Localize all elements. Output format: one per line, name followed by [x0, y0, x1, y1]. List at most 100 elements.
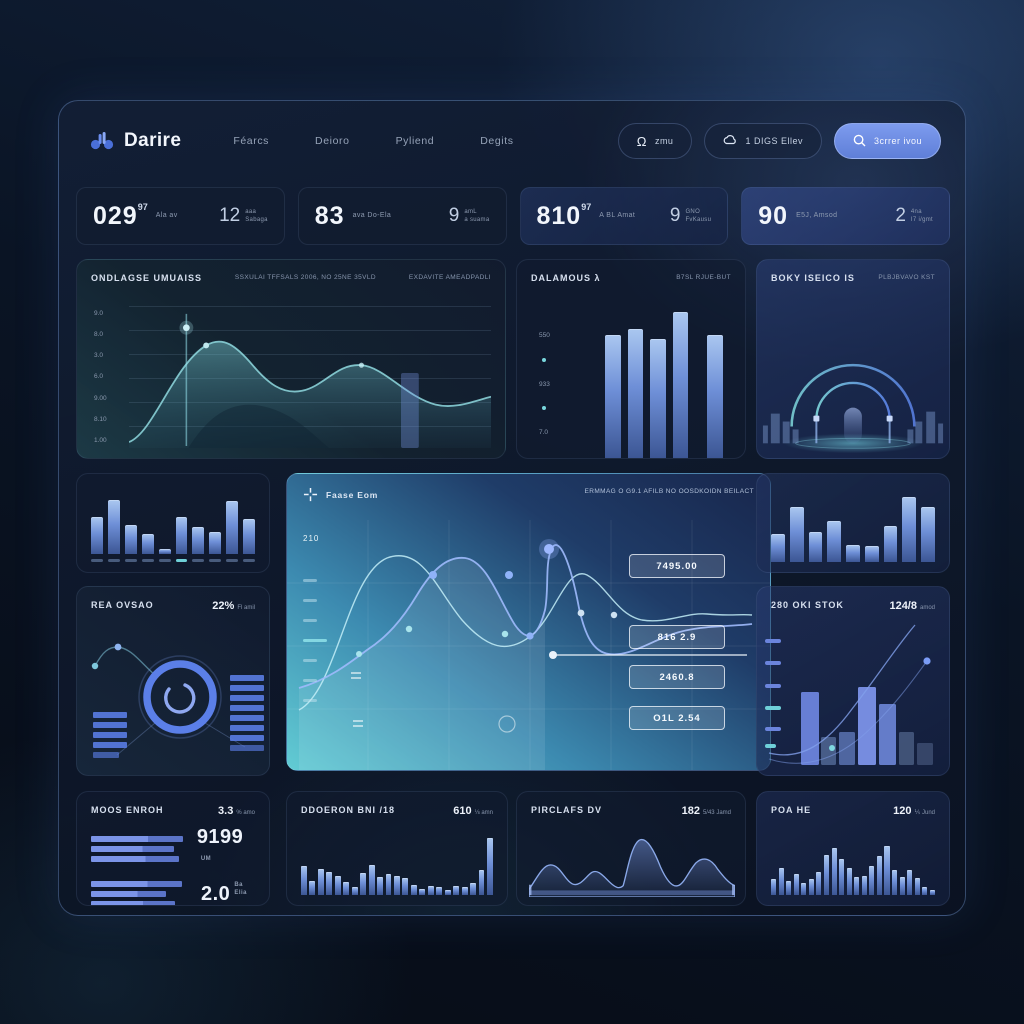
- bar: [470, 883, 477, 895]
- nav-item-4[interactable]: Degits: [480, 135, 514, 147]
- tick-dash: [209, 559, 222, 562]
- y-tick-label: 9.00: [94, 394, 107, 402]
- stat-notes: aaa Sabaga: [245, 208, 268, 223]
- bar: [771, 533, 785, 562]
- mini-bars: [91, 486, 256, 554]
- bar: [922, 887, 928, 895]
- nav: Féarcs Deioro Pyliend Degits: [233, 135, 513, 147]
- crosshair-icon: [303, 487, 318, 502]
- bar: [884, 846, 890, 895]
- bar: [360, 872, 367, 895]
- tick-dash: [107, 559, 120, 562]
- bar: [929, 889, 935, 895]
- sync-button[interactable]: 1 DIGS Ellev: [704, 123, 822, 159]
- axis-dash: [303, 659, 317, 662]
- row-value: 9199UM: [196, 826, 244, 862]
- bar: [385, 874, 392, 895]
- stat-notes: amL a suama: [464, 208, 490, 223]
- h-bars: [91, 881, 187, 905]
- h-bar: [91, 836, 183, 842]
- stat-label: ava Do-Ela: [352, 211, 392, 219]
- bar: [907, 870, 913, 895]
- mini-bar-ticks: [91, 559, 256, 562]
- card-title: ONDLAGSE UMUAISS: [91, 273, 203, 283]
- card-value: 124/8 amod: [889, 600, 935, 612]
- bar: [301, 865, 307, 895]
- card-value: 120 ⅕ Jund: [893, 805, 935, 817]
- stat-label: A BL Amat: [599, 211, 636, 219]
- bar: [801, 883, 807, 895]
- nav-item-1[interactable]: Féarcs: [233, 135, 270, 147]
- mini-bar-card-right: [756, 473, 950, 573]
- card-value: 3.3% amo: [218, 805, 255, 817]
- tick-dash: [141, 559, 154, 562]
- area-chart-svg: [129, 313, 491, 448]
- card-meta-2: EXDAVITE AMEADPADLI: [408, 274, 491, 281]
- user-button[interactable]: Ω zmu: [617, 123, 693, 159]
- value-badge: 816 2.9: [629, 625, 725, 649]
- card-title: BOKY ISEICO IS: [771, 273, 855, 283]
- bar: [444, 889, 451, 895]
- bar: [786, 880, 792, 895]
- bar: [864, 546, 879, 562]
- bar: [343, 882, 350, 895]
- wave-svg: [529, 838, 735, 897]
- card-value: 610 ⅛ amn: [453, 805, 493, 817]
- value-badge: 2460.8: [629, 665, 725, 689]
- bar: [124, 525, 137, 554]
- nav-item-2[interactable]: Deioro: [315, 135, 350, 147]
- bar-chart-bars: [605, 304, 723, 458]
- bar: [827, 520, 842, 562]
- nav-item-3[interactable]: Pyliend: [395, 135, 435, 147]
- card-title: PIRCLAFS DV: [531, 805, 603, 815]
- header: Darire Féarcs Deioro Pyliend Degits Ω zm…: [89, 119, 941, 163]
- bar: [816, 871, 822, 895]
- tick-dash: [243, 559, 256, 562]
- bar: [823, 854, 829, 895]
- y-tick-dot: [542, 357, 546, 362]
- wave-card: PIRCLAFS DV 182 5/43 Jamd: [516, 791, 746, 906]
- bar: [436, 887, 443, 895]
- card-meta: ERMMAG O G9.1 AFILB NO OOSDKOIDN BEILACT: [584, 488, 754, 495]
- bar: [789, 507, 804, 562]
- card-meta: PLBJBVAVO KST: [878, 274, 935, 281]
- card-value: 182 5/43 Jamd: [681, 805, 731, 817]
- bar: [486, 837, 493, 895]
- tick-dash: [124, 559, 137, 562]
- bar: [377, 876, 384, 895]
- bar: [478, 870, 485, 895]
- main-chart-svg: [287, 520, 770, 770]
- y-tick-label: 933: [539, 380, 550, 388]
- brand-name: Darire: [124, 130, 182, 151]
- stat-secondary: 9: [669, 205, 681, 226]
- ring-gauge-svg: [91, 643, 264, 758]
- card-title: Faase Eom: [303, 487, 378, 502]
- bar: [861, 875, 867, 895]
- bar: [461, 887, 468, 895]
- card-meta: B7SL RJUE-BUT: [676, 274, 731, 281]
- bar: [419, 888, 426, 895]
- bar: [846, 544, 860, 562]
- axis-dash: [303, 699, 317, 702]
- bar: [243, 518, 256, 554]
- stat-row: 02997 Ala av 12 aaa Sabaga 83 ava Do-Ela …: [76, 187, 950, 245]
- mini-bar-card-left: [76, 473, 270, 573]
- search-button[interactable]: 3crrer ivou: [833, 123, 941, 159]
- stat-label: E5J, Amsod: [796, 211, 838, 219]
- bar: [427, 885, 434, 895]
- histogram-bars: [301, 830, 493, 895]
- bar: [707, 334, 723, 458]
- mini-bars: [771, 486, 936, 562]
- y-tick-label: 3.0: [94, 352, 104, 360]
- stat-value: 02997: [93, 201, 148, 230]
- bar: [107, 499, 120, 554]
- bar: [899, 876, 905, 895]
- y-tick-label: 9.0: [94, 310, 104, 317]
- bar: [402, 878, 409, 895]
- h-bar: [91, 846, 174, 852]
- summary-row-2: 2.0 Ba Elia: [77, 881, 269, 905]
- arc-gauge-svg: [762, 363, 944, 454]
- bar: [351, 887, 358, 895]
- bar: [209, 532, 222, 554]
- y-tick-label: 8.10: [94, 415, 107, 423]
